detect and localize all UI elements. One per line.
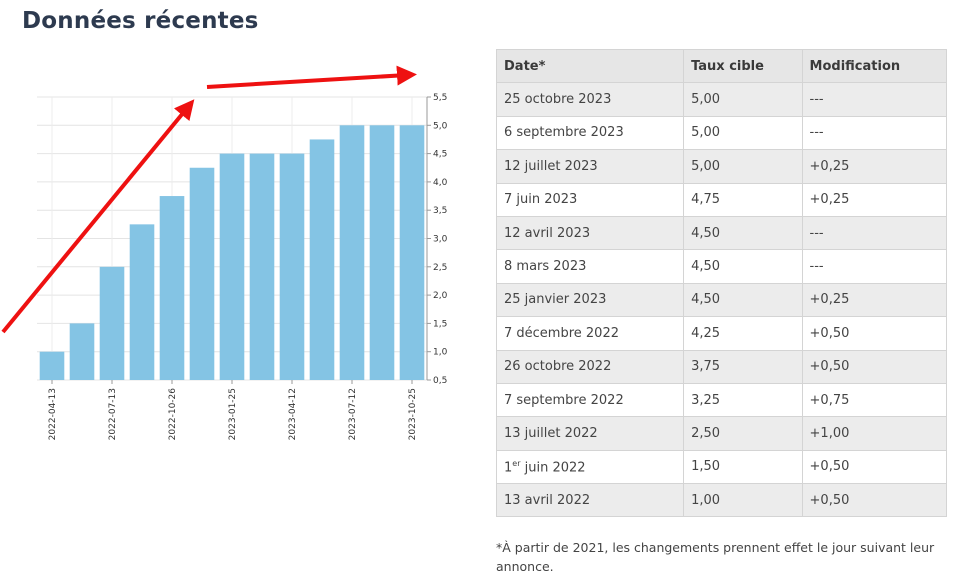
cell-date: 13 juillet 2022	[495, 416, 685, 451]
bar	[279, 153, 305, 380]
cell-date: 13 avril 2022	[495, 483, 685, 518]
cell-date: 7 décembre 2022	[495, 316, 685, 351]
cell-change: +0,50	[801, 449, 948, 485]
y-tick-label: 5,5	[433, 93, 447, 103]
cell-change: +0,25	[801, 182, 948, 217]
bar	[309, 139, 335, 380]
y-tick-label: 5,0	[433, 121, 448, 131]
cell-target-rate: 4,75	[683, 182, 803, 217]
cell-target-rate: 4,50	[683, 215, 803, 251]
cell-change: ---	[801, 215, 948, 251]
bar	[129, 224, 155, 380]
cell-date: 8 mars 2023	[495, 249, 685, 284]
table-row: 13 avril 2022 1,00 +0,50	[495, 483, 948, 518]
x-tick-label: 2023-01-25	[228, 388, 238, 440]
table-header-row: Date* Taux cible Modification	[495, 48, 948, 84]
cell-date: 12 avril 2023	[495, 215, 685, 251]
cell-change: ---	[801, 249, 948, 284]
x-tick-label: 2023-04-12	[288, 388, 298, 440]
cell-target-rate: 5,00	[683, 115, 803, 151]
table-row: 26 octobre 2022 3,75 +0,50	[495, 349, 948, 384]
cell-target-rate: 4,25	[683, 316, 803, 351]
bar	[159, 196, 185, 380]
cell-change: +0,25	[801, 282, 948, 318]
bar	[219, 153, 245, 380]
y-tick-label: 4,5	[433, 150, 447, 160]
x-tick-label: 2023-07-12	[348, 388, 358, 440]
bar	[339, 125, 365, 380]
cell-change: +0,50	[801, 316, 948, 351]
table-row: 7 septembre 2022 3,25 +0,75	[495, 382, 948, 418]
trend-arrow-flat	[206, 65, 417, 89]
cell-change: +0,25	[801, 149, 948, 184]
cell-date: 12 juillet 2023	[495, 149, 685, 184]
cell-date: 25 octobre 2023	[495, 82, 685, 117]
cell-target-rate: 1,00	[683, 483, 803, 518]
footnote: *À partir de 2021, les changements prenn…	[496, 540, 935, 574]
table-row: 7 décembre 2022 4,25 +0,50	[495, 316, 948, 351]
cell-date: 7 septembre 2022	[495, 382, 685, 418]
bar	[99, 266, 125, 380]
cell-target-rate: 4,50	[683, 282, 803, 318]
table-row: 12 avril 2023 4,50 ---	[495, 215, 948, 251]
bar	[369, 125, 395, 380]
cell-date: 6 septembre 2023	[495, 115, 685, 151]
y-tick-label: 0,5	[433, 376, 447, 386]
cell-target-rate: 2,50	[683, 416, 803, 451]
y-tick-label: 2,0	[433, 291, 448, 301]
table-row: 12 juillet 2023 5,00 +0,25	[495, 149, 948, 184]
column-header-target-rate: Taux cible	[683, 48, 803, 84]
rates-table: Date* Taux cible Modification 25 octobre…	[495, 48, 948, 518]
y-tick-label: 2,5	[433, 263, 447, 273]
cell-date: 25 janvier 2023	[495, 282, 685, 318]
x-tick-label: 2023-10-25	[408, 388, 418, 440]
cell-date: 7 juin 2023	[495, 182, 685, 217]
cell-target-rate: 4,50	[683, 249, 803, 284]
table-row: 6 septembre 2023 5,00 ---	[495, 115, 948, 151]
cell-change: +0,50	[801, 349, 948, 384]
cell-target-rate: 1,50	[683, 449, 803, 485]
trend-arrow-up	[1, 99, 195, 334]
y-tick-label: 3,0	[433, 235, 448, 245]
x-tick-label: 2022-10-26	[168, 388, 178, 441]
column-header-change: Modification	[801, 48, 948, 84]
bar	[189, 167, 215, 380]
x-tick-label: 2022-04-13	[48, 388, 58, 440]
cell-target-rate: 5,00	[683, 82, 803, 117]
table-row: 1er juin 2022 1,50 +0,50	[495, 449, 948, 485]
y-tick-label: 1,0	[433, 348, 448, 358]
cell-target-rate: 5,00	[683, 149, 803, 184]
table-row: 8 mars 2023 4,50 ---	[495, 249, 948, 284]
cell-target-rate: 3,25	[683, 382, 803, 418]
cell-change: ---	[801, 82, 948, 117]
cell-change: +1,00	[801, 416, 948, 451]
table-body: 25 octobre 2023 5,00 --- 6 septembre 2023 5,…	[495, 82, 948, 518]
bar	[249, 153, 275, 380]
cell-date: 1er juin 2022	[495, 449, 685, 485]
bar	[39, 351, 65, 380]
page-title: Données récentes	[22, 8, 259, 34]
y-tick-label: 1,5	[433, 319, 447, 329]
cell-change: ---	[801, 115, 948, 151]
x-tick-label: 2022-07-13	[108, 388, 118, 440]
table-row: 7 juin 2023 4,75 +0,25	[495, 182, 948, 217]
cell-change: +0,50	[801, 483, 948, 518]
table-row: 25 octobre 2023 5,00 ---	[495, 82, 948, 117]
cell-change: +0,75	[801, 382, 948, 418]
bar	[69, 323, 95, 380]
cell-date: 26 octobre 2022	[495, 349, 685, 384]
y-tick-label: 4,0	[433, 178, 448, 188]
bar	[399, 125, 425, 380]
table-row: 25 janvier 2023 4,50 +0,25	[495, 282, 948, 318]
cell-target-rate: 3,75	[683, 349, 803, 384]
rate-bar-chart: 0,5 1,0 1,5 2,0 2,5 3,0 3,5 4,0 4,5 5,0 5,5 2022-04…	[1, 65, 448, 441]
column-header-date: Date*	[495, 48, 685, 84]
y-tick-label: 3,5	[433, 206, 447, 216]
table-row: 13 juillet 2022 2,50 +1,00	[495, 416, 948, 451]
